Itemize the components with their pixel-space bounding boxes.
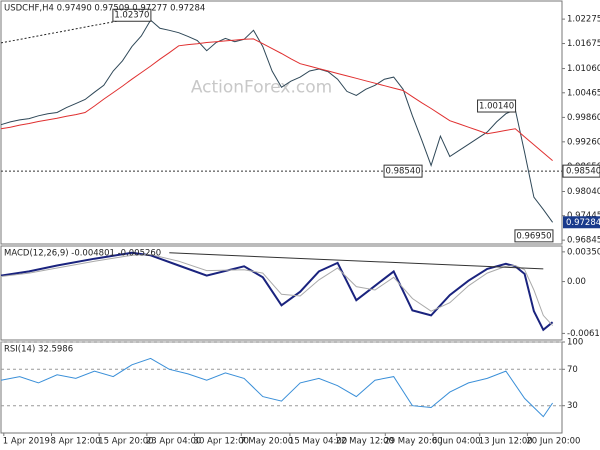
price-note-box (383, 164, 423, 178)
x-tick-label: 20 Jun 20:00 (526, 437, 580, 447)
series-line (0, 14, 151, 44)
y-tick-label: 0.99260 (567, 137, 600, 147)
series-line (0, 253, 553, 326)
x-tick-label: 22 May 12:00 (336, 437, 394, 447)
series-line (0, 357, 554, 418)
y-tick-label: 0.96845 (567, 236, 600, 246)
y-tick-label: 0.97445 (567, 211, 600, 221)
level-box (562, 164, 600, 178)
x-tick-label: 15 May 04:00 (289, 437, 347, 447)
panel-frame (0, 245, 563, 341)
x-tick-label: 15 Apr 20:00 (98, 437, 153, 447)
last-price-label: 0.97284 (566, 218, 600, 228)
panel-frame (0, 0, 563, 245)
x-tick-label: 30 Apr 12:00 (194, 437, 249, 447)
panel-title: RSI(14) 32.5986 (4, 345, 73, 355)
y-tick-label: 70 (567, 365, 578, 375)
price-note: 1.00140 (479, 102, 514, 112)
y-tick-label: 0.98040 (567, 187, 600, 197)
panel-frame (0, 341, 563, 434)
y-tick-label: 0.99860 (567, 113, 600, 123)
series-line (169, 252, 544, 270)
series-line (0, 251, 554, 332)
x-tick-label: 23 Apr 04:00 (146, 437, 201, 447)
y-tick-label: 0.00 (567, 277, 586, 287)
price-note: 1.02370 (114, 11, 149, 21)
price-note-box (514, 229, 554, 243)
series-line (0, 19, 554, 223)
x-tick-label: 6 Jun 04:00 (432, 437, 481, 447)
last-price-box (563, 216, 600, 229)
x-tick-label: 7 May 20:00 (240, 437, 293, 447)
y-tick-label: 30 (567, 401, 578, 411)
x-tick-label: 8 Apr 12:00 (50, 437, 100, 447)
panel-title: MACD(12,26,9) -0.004801 -0.005260 (4, 249, 161, 259)
watermark: ActionForex.com (191, 78, 332, 98)
x-tick-label: 29 May 20:00 (384, 437, 442, 447)
price-note: 0.98540 (385, 167, 420, 177)
y-tick-label: -0.006121 (567, 329, 600, 339)
x-tick-label: 13 Jun 12:00 (479, 437, 533, 447)
y-tick-label: 1.01675 (567, 39, 600, 49)
x-tick-label: 1 Apr 2019 (3, 437, 50, 447)
price-note-box (112, 8, 152, 22)
level-label: 0.98540 (566, 167, 600, 177)
y-tick-label: 100 (567, 338, 583, 348)
price-note: 0.96950 (516, 231, 551, 241)
y-tick-label: 0.003508 (567, 247, 600, 257)
y-tick-label: 1.00465 (567, 88, 600, 98)
price-note-box (477, 99, 517, 113)
y-tick-label: 1.01060 (567, 64, 600, 74)
y-tick-label: 1.02275 (567, 15, 600, 25)
panel-title: USDCHF,H4 0.97490 0.97509 0.97277 0.9728… (4, 4, 205, 14)
series-line (0, 38, 553, 161)
